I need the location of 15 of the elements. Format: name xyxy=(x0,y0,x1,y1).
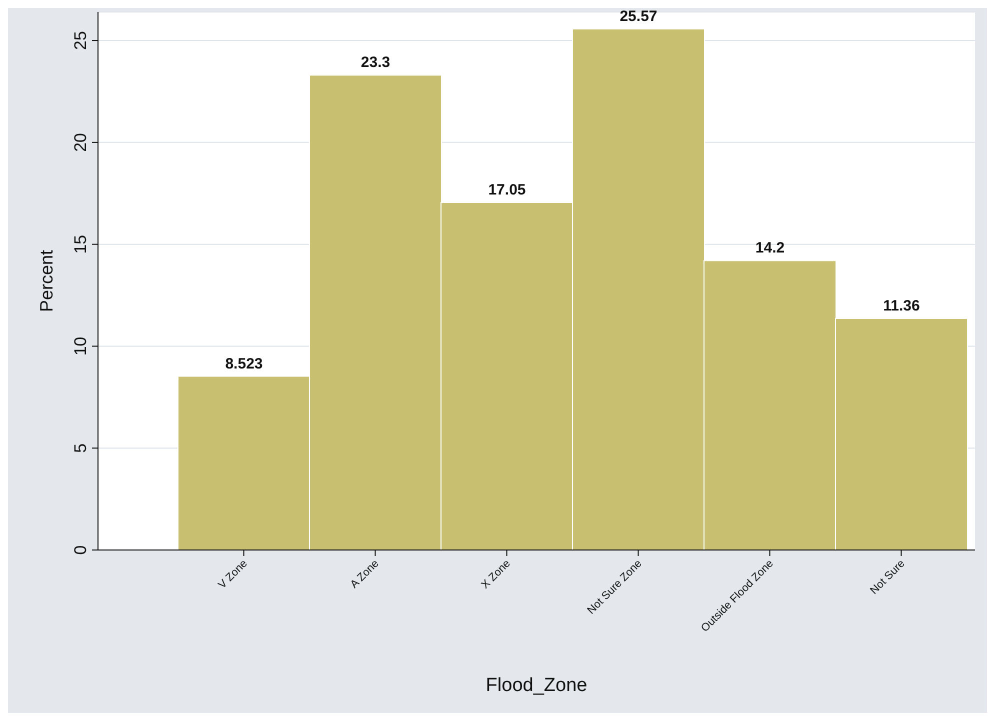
x-tick-label: Not Sure xyxy=(868,558,908,597)
y-tick-label: 25 xyxy=(71,31,90,50)
data-label: 11.36 xyxy=(883,297,920,314)
y-tick-label: 5 xyxy=(71,443,90,453)
y-tick-label: 20 xyxy=(71,132,90,152)
data-label: 14.2 xyxy=(755,240,785,257)
y-tick-label: 15 xyxy=(71,234,90,254)
y-tick-label: 0 xyxy=(71,545,90,555)
data-label: 23.3 xyxy=(360,54,390,72)
data-label: 17.05 xyxy=(488,182,526,199)
y-axis-title: Percent xyxy=(36,250,56,312)
y-tick-label: 10 xyxy=(71,336,90,356)
data-label: 8.523 xyxy=(225,355,263,372)
data-label: 25.57 xyxy=(620,8,658,25)
x-axis-title: Flood_Zone xyxy=(486,675,588,696)
